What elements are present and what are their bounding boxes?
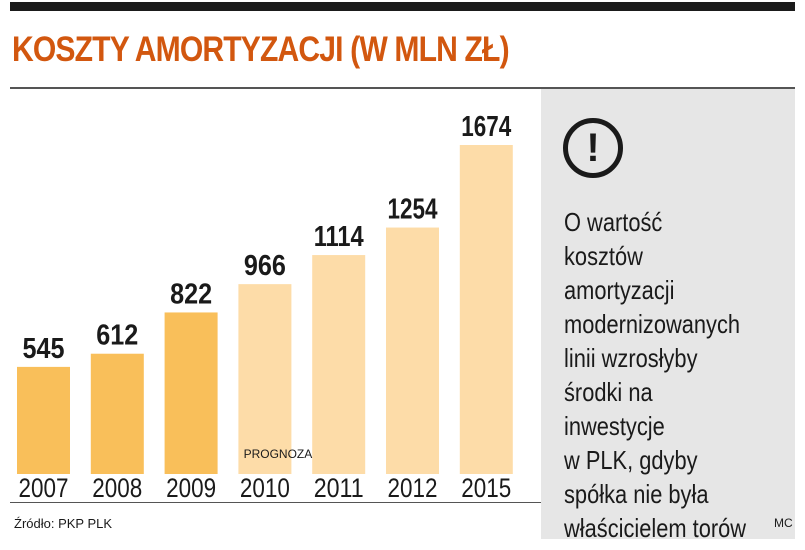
source-note: Źródło: PKP PLK	[14, 516, 113, 531]
bar-2008	[90, 353, 144, 474]
bar-2015	[459, 145, 513, 474]
chart-title: KOSZTY AMORTYZACJI (W MLN ZŁ)	[12, 30, 510, 69]
note-text: O wartość kosztów amortyzacji modernizow…	[564, 207, 747, 543]
exclamation-icon: !	[563, 118, 623, 178]
author-initials: MC	[774, 516, 793, 530]
value-label: 1114	[314, 221, 364, 253]
bar-2007	[17, 366, 70, 474]
bar-2011	[312, 255, 366, 474]
value-label: 612	[96, 320, 138, 352]
bar-2010	[238, 284, 292, 474]
forecast-label: PROGNOZA	[244, 447, 313, 461]
year-label: 2015	[461, 473, 511, 502]
value-label: 545	[23, 333, 65, 365]
year-label: 2007	[19, 473, 69, 502]
bottom-rule	[10, 502, 541, 503]
year-label: 2010	[240, 473, 290, 502]
value-label: 1674	[461, 111, 511, 143]
bar-2012	[386, 227, 439, 474]
bar-chart: 545 2007 612 2008 822 2009 966 2010 1114 2011 1254…	[17, 111, 513, 502]
value-label: 822	[170, 278, 212, 310]
year-label: 2012	[388, 473, 438, 502]
title-rule	[10, 87, 795, 89]
top-rule	[10, 2, 795, 11]
year-label: 2008	[92, 473, 142, 502]
bar-2009	[164, 312, 218, 474]
value-label: 1254	[388, 194, 438, 226]
year-label: 2009	[166, 473, 216, 502]
year-label: 2011	[314, 473, 364, 502]
value-label: 966	[244, 250, 286, 282]
